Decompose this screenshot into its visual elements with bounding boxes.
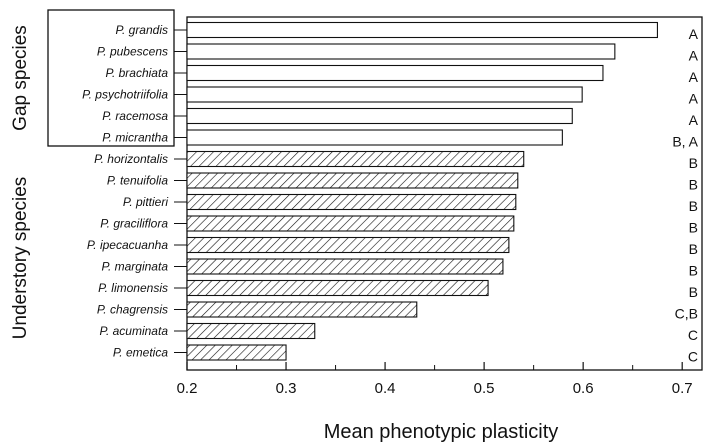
category-label: P. racemosa [102,109,168,123]
category-label: P. tenuifolia [107,174,168,188]
category-label: P. emetica [113,346,168,360]
category-label: P. grandis [116,23,168,37]
grade-letter: C [688,327,698,343]
category-label: P. pubescens [97,45,168,59]
grade-letter: B [689,177,698,193]
grade-letter: A [689,48,699,64]
x-tick-label: 0.7 [672,380,693,397]
category-label: P. micrantha [102,131,168,145]
category-label: P. limonensis [98,281,168,295]
x-tick-label: 0.4 [375,380,396,397]
bar-p-pittieri [186,193,517,211]
grade-letter: C,B [675,306,698,322]
group-label-understory: Understory species [10,177,31,340]
bar-p-horizontalis [186,150,525,168]
bar-p-marginata [186,258,504,275]
x-axis-title: Mean phenotypic plasticity [324,421,559,443]
bar-p-grandis [186,21,658,39]
category-label: P. chagrensis [97,303,168,317]
grade-letter: B [689,198,698,214]
bar-p-chagrensis [186,301,418,318]
x-tick-label: 0.6 [573,380,594,397]
grade-letter: B [689,263,698,279]
group-label-gap: Gap species [10,25,31,131]
x-tick-label: 0.2 [177,380,198,397]
bar-p-ipecacuanha [186,236,510,254]
bar-p-psychotriifolia [186,86,583,103]
grade-letter: A [689,26,699,42]
x-axis: 0.2 0.3 0.4 0.5 0.6 0.7 [177,362,693,397]
category-label: P. graciliflora [100,217,168,231]
bars-layer: P. grandis A P. pubescens A P. brachiata A P. … [82,21,699,365]
gap-species-bracket [47,9,175,147]
bar-p-racemosa [186,107,573,125]
category-label: P. ipecacuanha [87,238,169,252]
bar-p-pubescens [186,43,616,60]
x-tick-label: 0.5 [474,380,495,397]
grade-letter: A [689,91,699,107]
x-tick-label: 0.3 [276,380,297,397]
category-label: P. acuminata [100,324,169,338]
grade-letter: B [689,241,698,257]
bar-p-tenuifolia [186,172,519,189]
grade-letter: B [689,220,698,236]
bar-p-acuminata [186,322,316,340]
category-label: P. marginata [102,260,169,274]
category-label: P. brachiata [106,66,169,80]
grade-letter: C [688,349,698,365]
category-label: P. psychotriifolia [82,88,168,102]
grade-letter: B [689,284,698,300]
grade-letter: B [689,155,698,171]
bar-p-micrantha [186,129,563,146]
plot-area-frame [186,16,703,371]
category-label: P. pittieri [123,195,168,209]
grade-letter: A [689,69,699,85]
bar-p-graciliflora [186,215,515,232]
bar-p-limonensis [186,279,489,297]
category-label: P. horizontalis [94,152,168,166]
grade-letter: B, A [672,134,698,150]
bar-p-emetica [186,344,287,361]
bar-p-brachiata [186,64,604,82]
grade-letter: A [689,112,699,128]
